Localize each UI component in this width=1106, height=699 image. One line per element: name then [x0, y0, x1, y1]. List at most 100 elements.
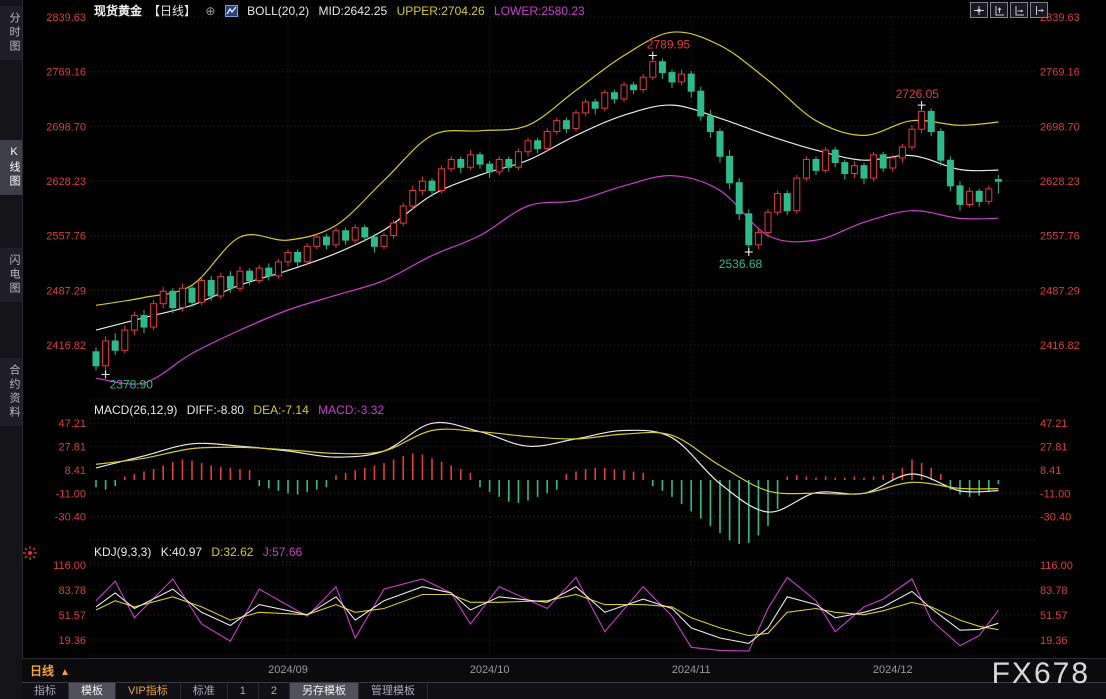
svg-text:2416.82: 2416.82 [46, 340, 86, 352]
svg-text:2839.63: 2839.63 [1040, 12, 1080, 24]
scale-y-axis-icon[interactable] [990, 2, 1008, 18]
svg-text:83.78: 83.78 [58, 585, 86, 597]
corner-block [0, 658, 22, 699]
boll-lower-line [95, 175, 999, 385]
macd-macd-value: MACD:-3.32 [318, 403, 385, 417]
sidebar-item-kline-chart[interactable]: K线图 [0, 140, 22, 195]
svg-text:2698.70: 2698.70 [1040, 121, 1080, 133]
scale-x-axis-icon[interactable] [1010, 2, 1028, 18]
svg-text:2487.29: 2487.29 [1040, 285, 1080, 297]
macd-dea-value: DEA:-7.14 [253, 403, 309, 417]
period-selector[interactable]: 日线 ▲ [30, 662, 70, 679]
tab-1[interactable]: 1 [228, 683, 259, 699]
tab-manage-templates[interactable]: 管理模板 [359, 683, 428, 699]
svg-text:27.81: 27.81 [1040, 441, 1068, 453]
chart-thumbnail-icon [224, 5, 238, 20]
svg-text:19.36: 19.36 [1040, 635, 1068, 647]
svg-text:2628.23: 2628.23 [1040, 176, 1080, 188]
svg-text:27.81: 27.81 [58, 441, 86, 453]
svg-text:2557.76: 2557.76 [1040, 231, 1080, 243]
main-chart-header: 现货黄金 【日线】 ⊕ BOLL(20,2) MID:2642.25 UPPER:… [94, 2, 591, 20]
svg-text:8.41: 8.41 [1040, 465, 1061, 477]
svg-text:2769.16: 2769.16 [1040, 67, 1080, 79]
svg-text:47.21: 47.21 [1040, 418, 1068, 430]
tab-standard[interactable]: 标准 [181, 683, 228, 699]
tab-templates[interactable]: 模板 [69, 683, 116, 699]
kdj-k-value: K:40.97 [160, 545, 203, 559]
svg-text:51.57: 51.57 [58, 610, 86, 622]
svg-text:2557.76: 2557.76 [46, 231, 86, 243]
kdj-d-value: D:32.62 [211, 545, 254, 559]
svg-text:2378.90: 2378.90 [110, 377, 154, 391]
boll-lower-value: LOWER:2580.23 [493, 4, 585, 18]
svg-text:2726.05: 2726.05 [896, 87, 940, 101]
svg-text:8.41: 8.41 [65, 465, 86, 477]
svg-text:47.21: 47.21 [58, 418, 86, 430]
pan-right-icon[interactable] [1030, 2, 1048, 18]
macd-name[interactable]: MACD(26,12,9) [94, 403, 178, 417]
tab-vip-indicators[interactable]: VIP指标 [116, 683, 181, 699]
boll-bands [95, 31, 999, 385]
svg-text:2789.95: 2789.95 [647, 38, 691, 52]
svg-text:116.00: 116.00 [1040, 560, 1073, 572]
x-axis-label: 2024/11 [671, 664, 711, 676]
period-selector-label: 日线 [30, 664, 55, 678]
svg-text:-30.40: -30.40 [1040, 512, 1071, 524]
sidebar-item-time-chart[interactable]: 分时图 [0, 6, 22, 60]
kdj-lines [95, 576, 999, 652]
sidebar-item-lightning-chart[interactable]: 闪电图 [0, 248, 22, 302]
gridlines: 2839.63 2839.63 2769.16 2769.16 2698.70 2698.… [46, 12, 1080, 657]
macd-histogram [95, 453, 1000, 544]
macd-header: MACD(26,12,9) DIFF:-8.80 DEA:-7.14 MACD:… [94, 403, 390, 417]
kdj-d-line [95, 593, 999, 637]
boll-name[interactable]: BOLL(20,2) [247, 4, 310, 18]
tab-2[interactable]: 2 [259, 683, 290, 699]
move-crosshair-icon[interactable] [970, 2, 988, 18]
boll-mid-line [95, 104, 999, 331]
svg-text:19.36: 19.36 [58, 635, 86, 647]
macd-diff-value: DIFF:-8.80 [186, 403, 245, 417]
tab-indicators[interactable]: 指标 [22, 683, 69, 699]
price-annotations: 2378.90 2789.95 2536.68 2726.05 [101, 38, 940, 391]
svg-text:2769.16: 2769.16 [46, 67, 86, 79]
svg-text:-30.40: -30.40 [55, 512, 86, 524]
boll-upper-line [95, 31, 999, 306]
svg-text:2839.63: 2839.63 [46, 12, 86, 24]
watermark: FX678 [991, 657, 1090, 690]
macd-lines [95, 421, 999, 513]
tab-save-template[interactable]: 另存模板 [289, 683, 359, 699]
kdj-name[interactable]: KDJ(9,3,3) [94, 545, 152, 559]
svg-text:-11.00: -11.00 [1040, 488, 1070, 500]
x-axis-label: 2024/12 [872, 664, 913, 676]
kdj-j-value: J:57.66 [262, 545, 303, 559]
macd-dea-line [95, 428, 999, 495]
svg-text:2628.23: 2628.23 [46, 176, 86, 188]
chart-type-sidebar: 分时图 K线图 闪电图 合约资料 [0, 0, 23, 699]
svg-text:116.00: 116.00 [53, 560, 86, 572]
x-axis-label: 2024/09 [268, 664, 308, 676]
svg-text:83.78: 83.78 [1040, 585, 1068, 597]
x-axis-strip: 日线 ▲ 2024/09 2024/10 2024/11 2024/12 [22, 658, 1106, 683]
symbol-name: 现货黄金 [94, 4, 143, 18]
period-label: 【日线】 [148, 4, 197, 18]
x-axis-label: 2024/10 [469, 664, 510, 676]
candles-layer [92, 55, 1002, 375]
kdj-header: KDJ(9,3,3) K:40.97 D:32.62 J:57.66 [94, 545, 308, 559]
add-indicator-icon[interactable]: ⊕ [205, 4, 216, 18]
bottom-tab-bar: 指标 模板 VIP指标 标准 1 2 另存模板 管理模板 [22, 682, 1106, 699]
sidebar-item-contract-info[interactable]: 合约资料 [0, 358, 22, 426]
kdj-k-line [95, 586, 999, 644]
macd-diff-line [95, 421, 999, 513]
alert-sun-icon[interactable] [22, 545, 38, 566]
svg-text:2487.29: 2487.29 [46, 285, 86, 297]
svg-text:2416.82: 2416.82 [1040, 340, 1080, 352]
chart-toolbar [970, 2, 1048, 18]
period-arrow-icon: ▲ [60, 667, 70, 678]
boll-mid-value: MID:2642.25 [318, 4, 388, 18]
boll-upper-value: UPPER:2704.26 [396, 4, 485, 18]
svg-text:-11.00: -11.00 [56, 488, 86, 500]
svg-text:2536.68: 2536.68 [719, 257, 763, 271]
svg-text:2698.70: 2698.70 [46, 121, 86, 133]
